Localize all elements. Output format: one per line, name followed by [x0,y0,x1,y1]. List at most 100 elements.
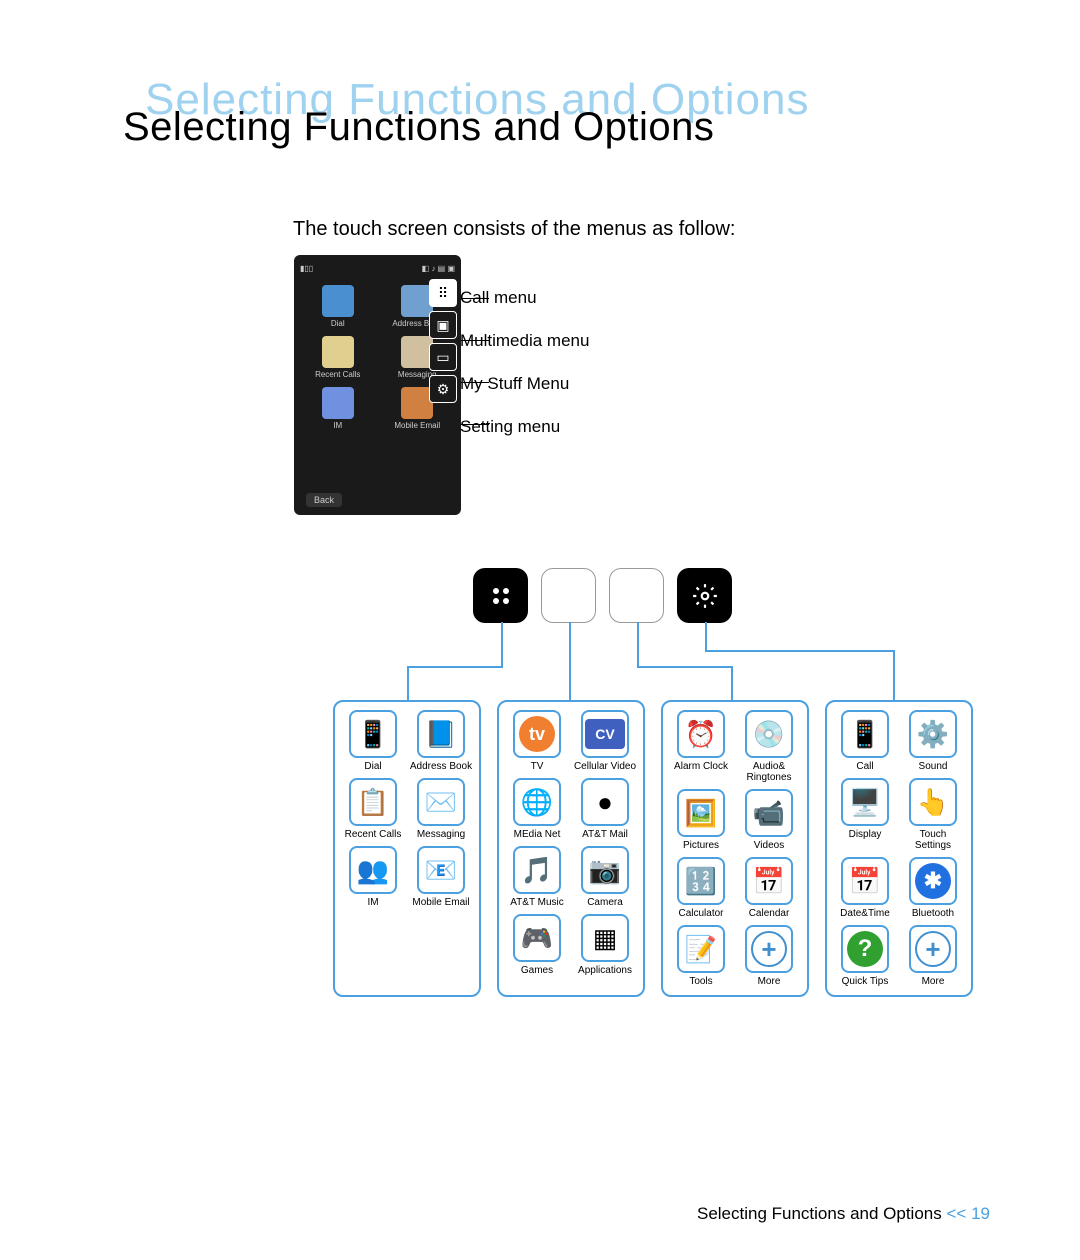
menu-item-icon: 🖼️ [677,789,725,837]
menu-item: tv TV [505,710,569,772]
menu-item: 📱 Dial [341,710,405,772]
menu-item-icon: 📹 [745,789,793,837]
menu-item-label: Dial [364,761,381,772]
menu-item-label: Bluetooth [912,908,954,919]
menu-item-label: Pictures [683,840,719,851]
menu-item-icon: 📧 [417,846,465,894]
menu-item-icon: ✉️ [417,778,465,826]
menu-item-label: Quick Tips [842,976,889,987]
menu-item-label: MEdia Net [514,829,561,840]
menu-item-icon: 🎵 [513,846,561,894]
menu-item-icon: 🌐 [513,778,561,826]
menu-item: 🖥️ Display [833,778,897,851]
phone-app-icon: Recent Calls [300,334,376,381]
menu-item: 📅 Calendar [737,857,801,919]
menu-item-label: AT&T Music [510,897,564,908]
menu-item-label: Date&Time [840,908,890,919]
menu-item: 🌐 MEdia Net [505,778,569,840]
tab-call [473,568,528,623]
menu-item: 🖼️ Pictures [669,789,733,851]
menu-item-icon: 🎮 [513,914,561,962]
menu-item-label: Calculator [678,908,723,919]
menu-item: ?Quick Tips [833,925,897,987]
menu-label-call: Call menu [460,288,589,308]
menu-item: 🎮 Games [505,914,569,976]
menu-item-label: Recent Calls [345,829,402,840]
menu-item: ✱ Bluetooth [901,857,965,919]
phone-side-button: ▭ [429,343,457,371]
phone-back-button: Back [306,493,342,507]
menu-item-icon: CV [581,710,629,758]
footer-section: Selecting Functions and Options [697,1204,942,1223]
menu-item-label: Cellular Video [574,761,636,772]
menu-item-label: Calendar [749,908,790,919]
menu-item-icon: 🖥️ [841,778,889,826]
footer-page-number: 19 [971,1204,990,1223]
menu-item: 📘 Address Book [409,710,473,772]
menu-item-label: Audio& Ringtones [737,761,801,783]
tab-settings [677,568,732,623]
menu-item-icon: 📘 [417,710,465,758]
menu-item: 📅 Date&Time [833,857,897,919]
menu-item-label: Call [856,761,873,772]
menu-item: +More [737,925,801,987]
menu-item-label: More [922,976,945,987]
phone-screenshot: ▮▯▯◧ ♪ ▤ ▣ DialAddress BookRecent CallsM… [294,255,461,515]
tab-multimedia [541,568,596,623]
menu-item: ✉️ Messaging [409,778,473,840]
menu-item: 🔢 Calculator [669,857,733,919]
menu-item-label: Messaging [417,829,465,840]
menu-item-label: TV [531,761,544,772]
menu-item-label: Touch Settings [901,829,965,851]
phone-side-buttons: ⠿ ▣ ▭ ⚙ [429,279,457,403]
menu-item-label: IM [367,897,378,908]
menu-item: 📋 Recent Calls [341,778,405,840]
menu-label-setting: Setting menu [460,417,589,437]
menu-panel: 📱 Dial 📘 Address Book 📋 Recent Calls ✉️ Messagi… [333,700,481,997]
menu-item-icon: 📅 [745,857,793,905]
menu-item-icon: 👥 [349,846,397,894]
menu-item: ▦Applications [573,914,637,976]
menu-item: 📹 Videos [737,789,801,851]
menu-item: 💿Audio& Ringtones [737,710,801,783]
menu-item-label: More [758,976,781,987]
phone-side-button: ⠿ [429,279,457,307]
tab-row [473,568,732,623]
menu-item-icon: ✱ [909,857,957,905]
tab-mystuff [609,568,664,623]
menu-item: +More [901,925,965,987]
phone-status-bar: ▮▯▯◧ ♪ ▤ ▣ [300,261,455,275]
menu-item-label: Applications [578,965,632,976]
menu-item-label: Tools [689,976,712,987]
menu-item-label: Address Book [410,761,472,772]
menu-item-icon: 👆 [909,778,957,826]
menu-item: CV Cellular Video [573,710,637,772]
menu-item-icon: tv [513,710,561,758]
menu-item-label: Videos [754,840,784,851]
menu-item-icon: 📋 [349,778,397,826]
menu-item: 📱 Call [833,710,897,772]
phone-side-button: ▣ [429,311,457,339]
menu-item-label: Display [849,829,882,840]
menu-item-icon: ⏰ [677,710,725,758]
page-footer: Selecting Functions and Options << 19 [697,1204,990,1224]
menu-item-icon: 📝 [677,925,725,973]
menu-item-icon: 📅 [841,857,889,905]
menu-panel: 📱Call⚙️Sound🖥️Display👆Touch Settings📅Dat… [825,700,973,997]
menu-item: 👆 Touch Settings [901,778,965,851]
menu-item-label: Alarm Clock [674,761,728,772]
menu-item: 📷Camera [573,846,637,908]
menu-item-icon: 🔢 [677,857,725,905]
menu-label-multimedia: Multimedia menu [460,331,589,351]
intro-text: The touch screen consists of the menus a… [293,218,735,241]
menu-item: 👥 IM [341,846,405,908]
menu-item: 📧 Mobile Email [409,846,473,908]
phone-app-icon: IM [300,385,376,432]
menu-panel: tvTVCVCellular Video🌐MEdia Net●AT&T Mail… [497,700,645,997]
phone-side-button: ⚙ [429,375,457,403]
menu-label-mystuff: My Stuff Menu [460,374,589,394]
menu-item-icon: 📱 [349,710,397,758]
menu-item-label: Games [521,965,553,976]
menu-item-label: Mobile Email [412,897,469,908]
menu-item-icon: 📱 [841,710,889,758]
